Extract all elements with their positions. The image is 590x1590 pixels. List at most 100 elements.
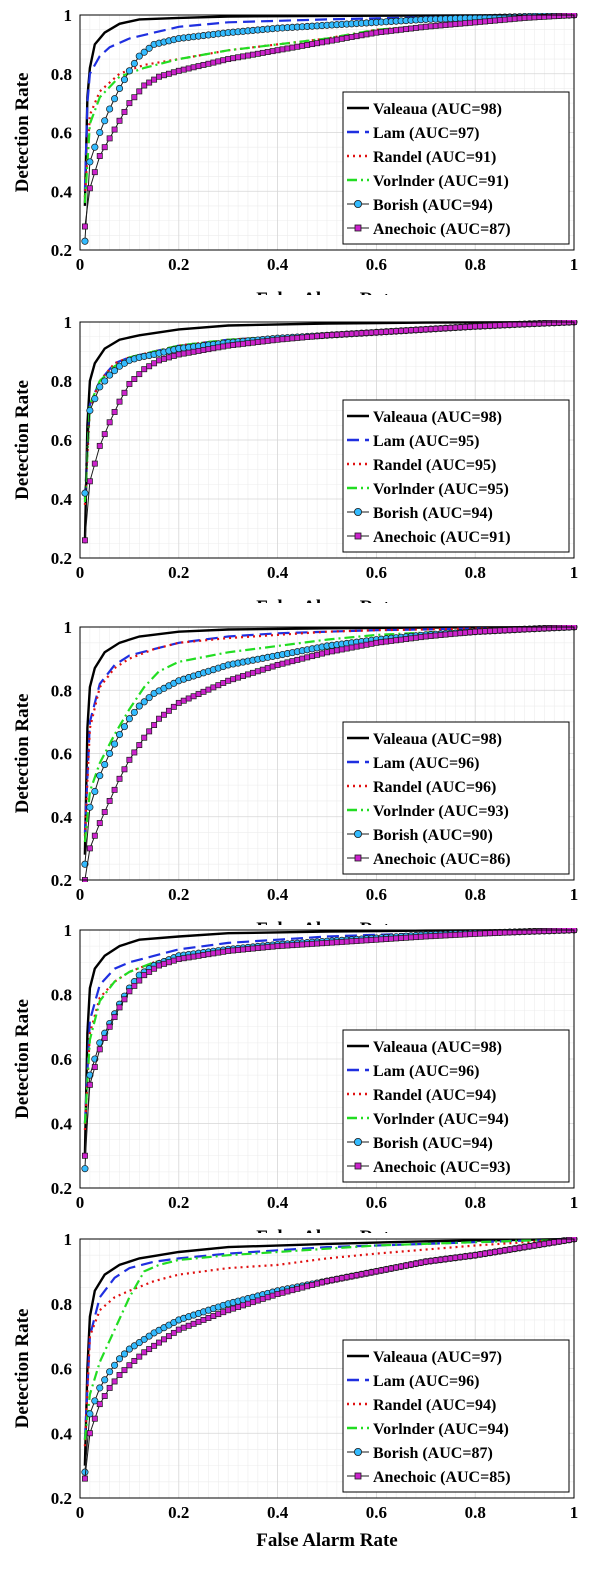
data-point-marker [274,336,281,343]
legend-label: Randel (AUC=94) [373,1087,496,1104]
data-point-marker [165,1333,172,1340]
data-point-marker [215,949,222,956]
data-point-marker [477,18,484,25]
data-point-marker [501,322,508,328]
legend-label: Borish (AUC=90) [373,827,493,844]
x-tick-label: 1 [570,1193,579,1212]
data-point-marker [81,860,89,868]
data-point-marker [195,63,202,70]
data-point-marker [151,76,158,83]
data-point-marker [86,845,93,852]
x-tick-label: 0.4 [267,1503,289,1522]
data-point-marker [145,1332,153,1340]
legend-marker [354,1472,362,1480]
x-tick-label: 0.6 [366,563,387,582]
data-point-marker [536,1241,543,1248]
data-point-marker [81,1152,88,1159]
x-tick-label: 0.6 [366,885,387,904]
data-point-marker [304,42,311,48]
data-point-marker [245,52,251,59]
data-point-marker [279,942,286,949]
data-point-marker [368,937,375,943]
data-point-marker [136,977,143,984]
data-point-marker [170,69,177,76]
data-point-marker [91,1415,98,1422]
legend-label: Vorlnder (AUC=91) [373,173,509,190]
data-point-marker [230,55,237,62]
data-point-marker [249,669,256,676]
data-point-marker [452,324,459,331]
legend: Valeaua (AUC=98) Lam (AUC=96) Randel (AUC=… [342,1029,570,1183]
y-tick-label: 0.8 [51,372,72,391]
data-point-marker [462,20,469,27]
data-point-marker [324,1278,330,1285]
legend: Valeaua (AUC=98) Lam (AUC=95) Randel (AUC=… [342,399,570,553]
series-line-randel [83,13,575,198]
y-tick-label: 0.4 [51,808,73,827]
legend-label: Lam (AUC=96) [373,755,479,772]
data-point-marker [175,956,182,962]
data-point-marker [299,334,306,341]
legend-box [342,1029,570,1183]
data-point-marker [328,939,335,946]
data-point-marker [452,21,459,28]
legend-label: Borish (AUC=94) [373,505,493,522]
data-point-marker [368,640,375,647]
legend-label: Vorlnder (AUC=94) [373,1421,509,1438]
x-axis-title: False Alarm Rate [256,1530,397,1551]
data-point-marker [531,928,538,935]
data-point-marker [170,957,177,964]
data-point-marker [101,1035,108,1041]
data-point-marker [96,442,103,449]
data-point-marker [215,344,222,351]
series-line-randel [83,928,575,1131]
legend-box [342,1339,570,1493]
data-point-marker [141,1349,148,1356]
data-point-marker [254,50,261,57]
data-point-marker [120,76,129,84]
data-point-marker [338,938,345,945]
y-tick-label: 0.6 [51,431,72,450]
data-point-marker [116,1004,123,1011]
data-point-marker [106,1384,113,1391]
y-tick-label: 0.8 [51,65,72,84]
data-point-marker [477,930,484,937]
data-point-marker [96,383,104,391]
legend-marker [354,532,362,540]
x-tick-label: 0.2 [168,1193,189,1212]
data-point-marker [200,61,207,68]
data-point-marker [319,940,326,947]
data-point-marker [81,223,88,230]
data-point-marker [259,666,266,673]
data-point-marker [294,334,301,341]
data-point-marker [487,628,493,634]
data-point-marker [324,939,330,946]
data-point-marker [467,629,474,636]
data-point-marker [383,1266,390,1273]
data-point-marker [131,1357,138,1364]
data-point-marker [279,46,286,53]
data-point-marker [363,641,370,648]
legend-label: Randel (AUC=95) [373,457,496,474]
data-point-marker [437,932,444,939]
legend-label: Valeaua (AUC=97) [373,1349,502,1366]
x-axis-title: False Alarm Rate [256,1227,397,1248]
data-point-marker [146,728,153,735]
data-point-marker [551,320,558,326]
data-point-marker [210,345,217,352]
data-point-marker [235,674,242,681]
data-point-marker [115,1355,124,1363]
data-point-marker [145,44,153,52]
legend-marker [353,1448,362,1457]
data-point-marker [447,932,454,939]
data-point-marker [284,45,291,52]
data-point-marker [467,931,474,938]
data-point-marker [373,936,380,943]
data-point-marker [175,67,182,74]
data-point-marker [145,694,153,702]
data-point-marker [274,1291,281,1297]
data-point-marker [136,88,143,95]
